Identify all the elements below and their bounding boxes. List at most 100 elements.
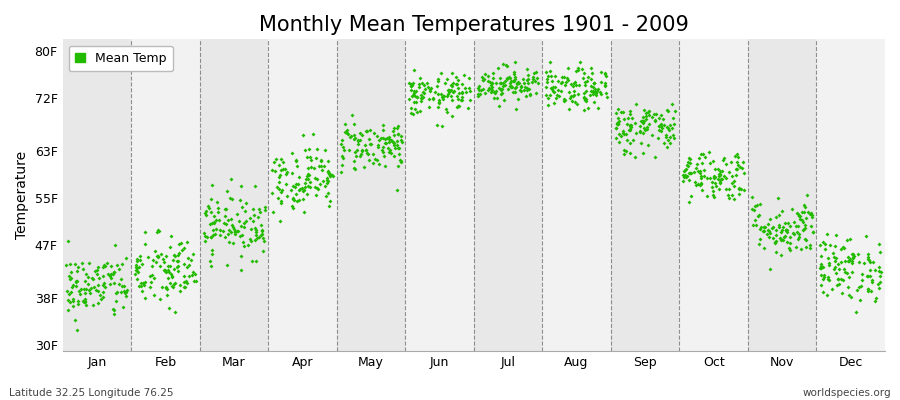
Point	[392, 157, 407, 163]
Point	[484, 82, 499, 89]
Point	[71, 298, 86, 305]
Point	[627, 120, 642, 127]
Point	[314, 158, 328, 164]
Point	[234, 253, 248, 259]
Point	[753, 224, 768, 230]
Point	[713, 180, 727, 186]
Point	[770, 232, 784, 238]
Point	[251, 214, 266, 220]
Point	[680, 173, 694, 180]
Point	[761, 234, 776, 240]
Point	[217, 234, 231, 240]
Point	[610, 120, 625, 127]
Point	[760, 227, 775, 234]
Point	[863, 258, 878, 265]
Point	[63, 288, 77, 295]
Point	[611, 115, 625, 122]
Point	[564, 81, 579, 87]
Point	[504, 84, 518, 90]
Point	[761, 221, 776, 227]
Point	[477, 70, 491, 77]
Point	[507, 69, 521, 75]
Point	[60, 238, 75, 244]
Point	[587, 80, 601, 86]
Point	[434, 90, 448, 97]
Point	[871, 280, 886, 287]
Point	[872, 241, 886, 248]
Point	[219, 221, 233, 227]
Point	[272, 162, 286, 168]
Point	[68, 316, 82, 323]
Point	[366, 130, 381, 136]
Point	[143, 272, 157, 279]
Point	[374, 134, 388, 141]
Point	[491, 65, 506, 72]
Point	[598, 82, 612, 88]
Point	[612, 118, 626, 124]
Point	[422, 104, 436, 110]
Point	[418, 86, 433, 93]
Point	[410, 94, 424, 100]
Point	[860, 273, 875, 279]
Point	[838, 269, 852, 275]
Point	[131, 283, 146, 289]
Point	[280, 193, 294, 199]
Point	[317, 163, 331, 169]
Point	[562, 77, 576, 84]
Point	[833, 258, 848, 265]
Point	[300, 154, 314, 160]
Point	[752, 236, 767, 242]
Point	[682, 156, 697, 163]
Point	[796, 226, 810, 233]
Point	[103, 281, 117, 287]
Point	[438, 106, 453, 112]
Point	[142, 284, 157, 290]
Point	[149, 229, 164, 236]
Point	[504, 78, 518, 84]
Point	[562, 95, 577, 102]
Point	[594, 79, 608, 86]
Point	[562, 106, 577, 112]
Point	[387, 132, 401, 139]
Point	[217, 220, 231, 226]
Point	[832, 276, 846, 282]
Point	[508, 85, 522, 92]
Point	[647, 153, 662, 160]
Point	[238, 219, 252, 226]
Point	[545, 84, 560, 90]
Point	[252, 206, 266, 212]
Point	[698, 153, 712, 160]
Point	[518, 84, 533, 90]
Point	[417, 82, 431, 88]
Point	[166, 252, 181, 258]
Point	[713, 178, 727, 185]
Bar	[473, 39, 543, 351]
Bar	[131, 39, 200, 351]
Point	[174, 240, 188, 246]
Point	[616, 151, 631, 157]
Point	[774, 228, 788, 235]
Point	[402, 80, 417, 86]
Point	[221, 239, 236, 245]
Point	[620, 121, 634, 128]
Point	[455, 94, 470, 100]
Point	[831, 276, 845, 283]
Point	[612, 139, 626, 145]
Point	[502, 74, 517, 80]
Point	[439, 76, 454, 82]
Point	[289, 158, 303, 164]
Point	[660, 124, 674, 130]
Point	[843, 236, 858, 242]
Point	[339, 130, 354, 136]
Point	[860, 253, 875, 260]
Point	[868, 267, 882, 273]
Point	[360, 150, 374, 156]
Point	[323, 198, 338, 204]
Point	[70, 278, 85, 284]
Point	[445, 97, 459, 103]
Point	[783, 247, 797, 254]
Point	[702, 148, 716, 155]
Point	[659, 132, 673, 138]
Point	[829, 270, 843, 276]
Point	[432, 100, 446, 106]
